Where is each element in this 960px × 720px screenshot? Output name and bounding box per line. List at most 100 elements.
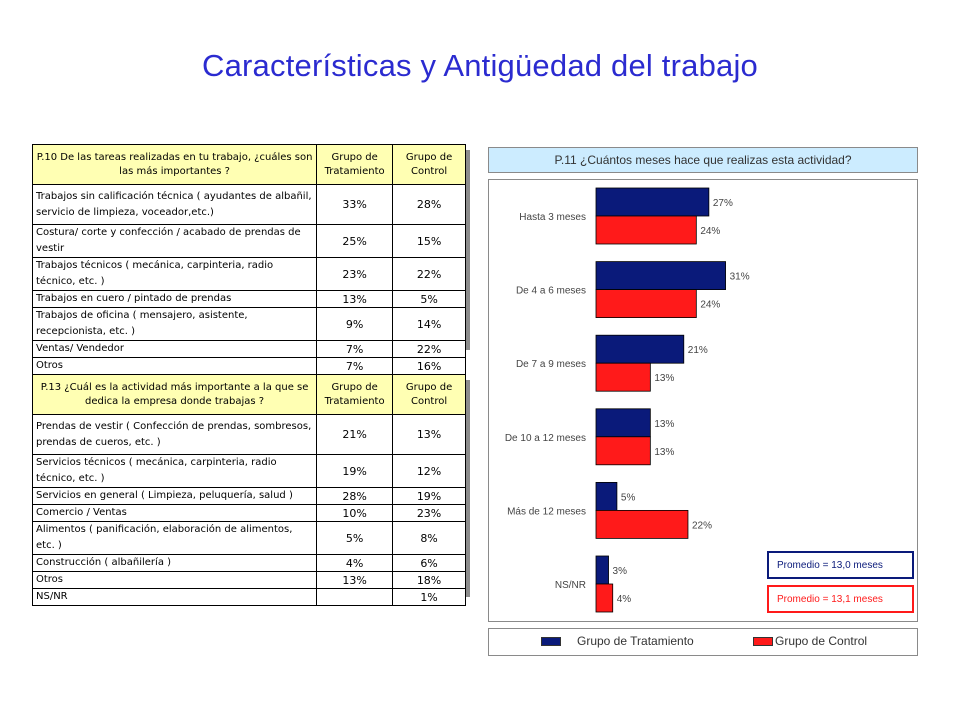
bar-tratamiento xyxy=(595,408,651,438)
data-label: 21% xyxy=(688,345,708,356)
data-label: 31% xyxy=(730,272,750,283)
bar-tratamiento xyxy=(595,334,685,364)
promedio-control: Promedio = 13,1 meses xyxy=(767,585,914,613)
row-value-tratamiento: 28% xyxy=(316,487,394,505)
promedio-tratamiento: Promedio = 13,0 meses xyxy=(767,551,914,579)
data-label: 5% xyxy=(621,492,636,503)
row-value-tratamiento: 10% xyxy=(316,504,394,522)
category-label: Más de 12 meses xyxy=(507,506,586,517)
data-label: 24% xyxy=(700,300,720,311)
legend-swatch-control xyxy=(753,637,773,646)
chart-area: Hasta 3 meses 27% 24% De 4 a 6 meses 31% 24% D… xyxy=(488,179,918,622)
legend-label-tratamiento: Grupo de Tratamiento xyxy=(577,634,694,648)
legend-swatch-tratamiento xyxy=(541,637,561,646)
row-label: NS/NR xyxy=(31,588,318,606)
bar-control xyxy=(595,436,651,466)
row-value-control: 16% xyxy=(392,357,466,375)
category-label: NS/NR xyxy=(555,580,586,591)
table-row: Trabajos técnicos ( mecánica, carpinteri… xyxy=(31,257,466,291)
row-label: Trabajos sin calificación técnica ( ayud… xyxy=(31,184,318,225)
table2-col-control: Grupo de Control xyxy=(392,374,466,415)
bar-chart: Hasta 3 meses 27% 24% De 4 a 6 meses 31% 24% D… xyxy=(505,184,750,616)
row-label: Construcción ( albañilería ) xyxy=(31,554,318,572)
row-label: Otros xyxy=(31,571,318,589)
row-value-control: 1% xyxy=(392,588,466,606)
data-label: 13% xyxy=(654,447,674,458)
data-label: 3% xyxy=(613,566,628,577)
data-label: 13% xyxy=(654,419,674,430)
row-label: Comercio / Ventas xyxy=(31,504,318,522)
bar-control xyxy=(595,362,651,392)
row-label: Alimentos ( panificación, elaboración de… xyxy=(31,521,318,555)
legend-label-control: Grupo de Control xyxy=(775,634,868,648)
row-label: Servicios en general ( Limpieza, peluque… xyxy=(31,487,318,505)
row-label: Trabajos de oficina ( mensajero, asisten… xyxy=(31,307,318,341)
data-label: 24% xyxy=(700,226,720,237)
row-value-control: 23% xyxy=(392,504,466,522)
row-value-tratamiento xyxy=(316,588,394,606)
row-label: Costura/ corte y confección / acabado de… xyxy=(31,224,318,258)
row-label: Servicios técnicos ( mecánica, carpinter… xyxy=(31,454,318,488)
bar-tratamiento xyxy=(595,187,710,217)
row-value-tratamiento: 33% xyxy=(316,184,394,225)
table-row: Costura/ corte y confección / acabado de… xyxy=(31,224,466,258)
table-p10: P.10 De las tareas realizadas en tu trab… xyxy=(31,144,466,375)
row-value-control: 22% xyxy=(392,257,466,291)
row-value-control: 14% xyxy=(392,307,466,341)
bar-control xyxy=(595,215,697,245)
row-value-control: 15% xyxy=(392,224,466,258)
row-value-control: 19% xyxy=(392,487,466,505)
bar-control xyxy=(595,289,697,318)
row-label: Prendas de vestir ( Confección de prenda… xyxy=(31,414,318,455)
row-value-tratamiento: 25% xyxy=(316,224,394,258)
table-row: Prendas de vestir ( Confección de prenda… xyxy=(31,414,466,455)
row-value-tratamiento: 21% xyxy=(316,414,394,455)
row-value-control: 22% xyxy=(392,340,466,358)
bar-control xyxy=(595,509,689,539)
table-row: Construcción ( albañilería ) 4% 6% xyxy=(31,554,466,572)
table-row: Comercio / Ventas 10% 23% xyxy=(31,504,466,522)
table-row: Ventas/ Vendedor 7% 22% xyxy=(31,340,466,358)
row-value-tratamiento: 13% xyxy=(316,290,394,308)
table-row: Trabajos en cuero / pintado de prendas 13… xyxy=(31,290,466,308)
row-value-control: 28% xyxy=(392,184,466,225)
table1-question: P.10 De las tareas realizadas en tu trab… xyxy=(31,144,318,185)
bar-tratamiento xyxy=(595,555,609,585)
row-value-control: 13% xyxy=(392,414,466,455)
table-p13: P.13 ¿Cuál es la actividad más important… xyxy=(31,374,466,606)
chart-legend: Grupo de Tratamiento Grupo de Control xyxy=(488,628,918,656)
table-row: Servicios técnicos ( mecánica, carpinter… xyxy=(31,454,466,488)
category-label: Hasta 3 meses xyxy=(519,212,586,223)
category-label: De 10 a 12 meses xyxy=(505,433,586,444)
row-label: Trabajos técnicos ( mecánica, carpinteri… xyxy=(31,257,318,291)
row-value-control: 6% xyxy=(392,554,466,572)
row-value-tratamiento: 19% xyxy=(316,454,394,488)
chart-title: P.11 ¿Cuántos meses hace que realizas es… xyxy=(488,147,918,173)
category-label: De 4 a 6 meses xyxy=(516,286,586,297)
table2-col-tratamiento: Grupo de Tratamiento xyxy=(316,374,394,415)
row-value-control: 18% xyxy=(392,571,466,589)
row-value-tratamiento: 23% xyxy=(316,257,394,291)
table-row: Servicios en general ( Limpieza, peluque… xyxy=(31,487,466,505)
page-title: Características y Antigüedad del trabajo xyxy=(202,48,758,83)
table-row: Trabajos de oficina ( mensajero, asisten… xyxy=(31,307,466,341)
category-label: De 7 a 9 meses xyxy=(516,359,586,370)
data-label: 27% xyxy=(713,198,733,209)
row-label: Ventas/ Vendedor xyxy=(31,340,318,358)
table-row: Otros 13% 18% xyxy=(31,571,466,589)
table-row: Otros 7% 16% xyxy=(31,357,466,375)
table1-col-tratamiento: Grupo de Tratamiento xyxy=(316,144,394,185)
row-value-tratamiento: 7% xyxy=(316,340,394,358)
bar-tratamiento xyxy=(595,481,618,511)
data-label: 4% xyxy=(617,594,632,605)
data-label: 13% xyxy=(654,373,674,384)
table-row: Alimentos ( panificación, elaboración de… xyxy=(31,521,466,555)
row-value-tratamiento: 9% xyxy=(316,307,394,341)
row-label: Trabajos en cuero / pintado de prendas xyxy=(31,290,318,308)
row-value-control: 8% xyxy=(392,521,466,555)
data-label: 22% xyxy=(692,520,712,531)
table2-question: P.13 ¿Cuál es la actividad más important… xyxy=(31,374,318,415)
table-row: Trabajos sin calificación técnica ( ayud… xyxy=(31,184,466,225)
row-value-control: 5% xyxy=(392,290,466,308)
table-row: NS/NR 1% xyxy=(31,588,466,606)
